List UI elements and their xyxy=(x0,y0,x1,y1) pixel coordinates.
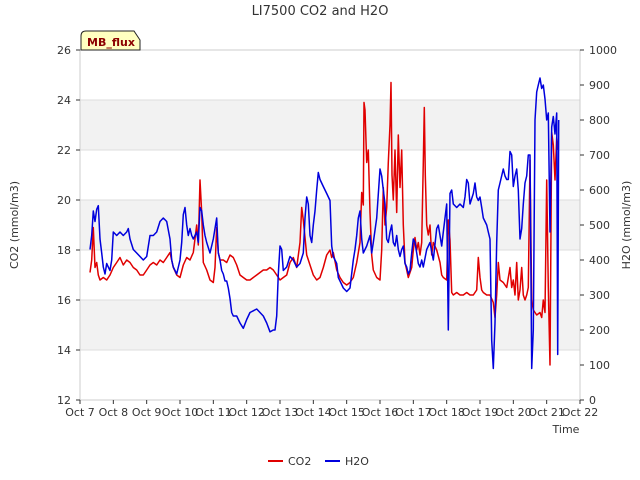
axis-ticks: 12 14 16 18 20 22 24 26 0 100 200 300 400 500 600 700 80… xyxy=(57,44,617,419)
y-right-tick-label: 100 xyxy=(589,359,610,372)
x-tick-label: Oct 13 xyxy=(262,406,299,419)
y-left-tick-label: 16 xyxy=(57,294,71,307)
x-tick-label: Oct 11 xyxy=(195,406,232,419)
legend-h2o-label: H2O xyxy=(345,455,369,468)
y-left-tick-label: 20 xyxy=(57,194,71,207)
mb-flux-badge: MB_flux xyxy=(80,30,141,51)
y-left-axis-label: CO2 (mmol/m3) xyxy=(8,181,21,269)
x-tick-label: Oct 7 xyxy=(65,406,95,419)
y-right-tick-label: 900 xyxy=(589,79,610,92)
badge-shape xyxy=(80,30,141,51)
y-left-tick-label: 18 xyxy=(57,244,71,257)
y-left-tick-label: 22 xyxy=(57,144,71,157)
y-right-tick-label: 400 xyxy=(589,254,610,267)
x-tick-label: Oct 12 xyxy=(228,406,265,419)
y-left-tick-label: 14 xyxy=(57,344,71,357)
y-right-tick-label: 700 xyxy=(589,149,610,162)
badge-label: MB_flux xyxy=(87,36,135,49)
background-band xyxy=(80,100,580,150)
plot-background-bands xyxy=(80,100,580,350)
x-axis-label: Time xyxy=(552,423,580,436)
x-tick-label: Oct 21 xyxy=(528,406,565,419)
x-tick-label: Oct 14 xyxy=(295,406,332,419)
chart-title: LI7500 CO2 and H2O xyxy=(252,4,389,19)
x-tick-label: Oct 19 xyxy=(462,406,499,419)
y-right-tick-label: 600 xyxy=(589,184,610,197)
x-tick-label: Oct 18 xyxy=(428,406,465,419)
y-right-tick-label: 200 xyxy=(589,324,610,337)
x-tick-label: Oct 16 xyxy=(362,406,399,419)
x-tick-label: Oct 8 xyxy=(99,406,129,419)
x-tick-label: Oct 9 xyxy=(132,406,162,419)
series-layer xyxy=(89,77,560,370)
y-right-axis-label: H2O (mmol/m3) xyxy=(620,181,633,270)
background-band xyxy=(80,300,580,350)
series-co2-line xyxy=(89,81,560,366)
y-right-tick-label: 500 xyxy=(589,219,610,232)
y-right-tick-label: 0 xyxy=(589,394,596,407)
x-tick-label: Oct 22 xyxy=(562,406,599,419)
y-right-tick-label: 1000 xyxy=(589,44,617,57)
legend-co2-label: CO2 xyxy=(288,455,311,468)
x-tick-label: Oct 20 xyxy=(495,406,532,419)
y-right-tick-label: 800 xyxy=(589,114,610,127)
y-left-tick-label: 12 xyxy=(57,394,71,407)
series-h2o-line xyxy=(89,77,560,370)
legend: CO2 H2O xyxy=(268,455,369,468)
y-left-tick-label: 24 xyxy=(57,94,71,107)
x-tick-label: Oct 17 xyxy=(395,406,432,419)
y-left-tick-label: 26 xyxy=(57,44,71,57)
y-right-tick-label: 300 xyxy=(589,289,610,302)
x-tick-label: Oct 10 xyxy=(162,406,199,419)
x-tick-label: Oct 15 xyxy=(328,406,365,419)
